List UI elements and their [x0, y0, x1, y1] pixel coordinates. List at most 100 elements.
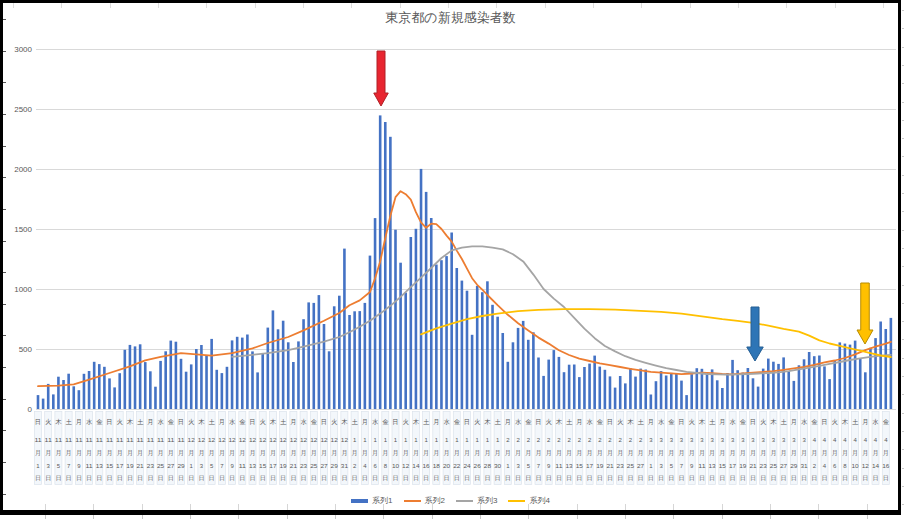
legend-line-swatch	[508, 500, 525, 502]
legend-item-2[interactable]: 系列2	[404, 495, 445, 506]
x-axis-label-char: 12	[280, 437, 288, 443]
chart-title: 東京都の新規感染者数	[0, 9, 901, 27]
cell-border	[287, 504, 288, 510]
x-axis-label-char: 月	[96, 450, 102, 457]
bar	[251, 351, 254, 409]
cell-border	[190, 515, 191, 519]
x-axis-label-char: 12	[402, 463, 410, 469]
cell-border	[577, 504, 578, 510]
x-axis-label-char: 日	[587, 475, 593, 482]
x-axis-label-char: 26	[474, 463, 482, 469]
bar	[410, 237, 413, 409]
cell-border	[770, 504, 771, 510]
x-axis-label-char: 11	[96, 437, 104, 443]
x-axis-label-char: 月	[760, 450, 766, 457]
x-axis-label-char: 日	[393, 475, 399, 482]
x-axis-label-char: 29	[790, 463, 798, 469]
cell-border	[45, 515, 46, 519]
cell-border	[3, 241, 6, 242]
bar	[598, 367, 601, 409]
x-axis-label-char: 日	[842, 475, 848, 482]
x-axis-label-char: 金	[597, 418, 604, 425]
x-axis-label-char: 日	[474, 475, 480, 482]
bar	[629, 368, 632, 409]
x-axis-label-char: 20	[443, 463, 451, 469]
cell-border	[818, 504, 819, 510]
x-axis-label-char: 月	[791, 450, 797, 457]
bar	[665, 376, 668, 410]
x-axis-label-char: 日	[392, 418, 398, 426]
x-axis-label-char: 12	[862, 463, 870, 469]
x-axis-label-char: 月	[873, 450, 879, 457]
x-axis-label-char: 12	[341, 437, 349, 443]
cell-border	[400, 3, 401, 8]
x-axis-label-char: 15	[106, 463, 114, 469]
x-axis-label-char: 12	[300, 437, 308, 443]
bar	[644, 370, 647, 410]
bar	[461, 281, 464, 409]
x-axis-label-char: 木	[484, 418, 491, 425]
x-axis-label-char: 11	[177, 437, 185, 443]
x-axis-label-char: 水	[658, 418, 665, 425]
legend-item-4[interactable]: 系列4	[508, 495, 549, 506]
x-axis-label-char: 土	[208, 418, 215, 425]
bar	[430, 218, 433, 409]
x-axis-label-char: 25	[770, 463, 778, 469]
bar	[272, 310, 275, 409]
bar	[726, 373, 729, 409]
x-axis-label-char: 日	[525, 475, 531, 482]
yellow-arrow[interactable]	[857, 283, 873, 344]
x-axis-label-char: 日	[117, 475, 123, 482]
x-axis-label-char: 日	[495, 475, 501, 482]
bar	[547, 360, 550, 409]
x-axis-label-char: 木	[556, 418, 563, 425]
x-axis-label-char: 21	[606, 463, 614, 469]
legend-item-1[interactable]: 系列1	[351, 495, 392, 506]
x-axis-label-char: 11	[65, 437, 73, 443]
x-axis-label-char: 月	[331, 450, 337, 457]
x-axis-label-char: 18	[433, 463, 441, 469]
bar	[256, 372, 259, 409]
x-axis-label-char: 日	[301, 475, 307, 482]
cell-border	[383, 504, 384, 510]
bar	[164, 351, 167, 409]
x-axis-label-char: 11	[147, 437, 155, 443]
legend-item-3[interactable]: 系列3	[456, 495, 497, 506]
bar	[108, 378, 111, 409]
bar	[844, 344, 847, 409]
cell-border	[45, 504, 46, 510]
x-axis-label-char: 金	[239, 418, 246, 425]
x-axis-label-char: 木	[413, 418, 420, 425]
x-axis-label-char: 月	[86, 450, 92, 457]
x-axis-label-char: 月	[862, 418, 868, 426]
x-axis-label-char: 11	[137, 437, 145, 443]
x-axis-label-char: 日	[239, 475, 245, 482]
cell-border	[818, 515, 819, 519]
x-axis-label-char: 金	[311, 418, 318, 425]
x-axis-label-char: 火	[832, 418, 839, 425]
chart-legend[interactable]: 系列1 系列2 系列3 系列4	[0, 495, 901, 506]
x-axis-label-char: 日	[106, 418, 112, 426]
x-axis-label-char: 日	[45, 475, 51, 482]
x-axis-label-char: 日	[515, 475, 521, 482]
bar	[169, 341, 172, 409]
cell-border	[158, 3, 159, 8]
chart-plot-area[interactable]: 050010001500200025003000日11月1日火11月3日木11月…	[0, 0, 904, 519]
red-arrow[interactable]	[374, 51, 389, 106]
x-axis-label-char: 土	[852, 418, 859, 425]
blue-arrow[interactable]	[747, 307, 764, 361]
x-axis-label-char: 日	[740, 475, 746, 482]
bar	[486, 281, 489, 409]
x-axis-label-char: 12	[229, 437, 237, 443]
x-axis-label-char: 31	[341, 463, 349, 469]
x-axis-label-char: 13	[96, 463, 104, 469]
bar	[292, 362, 295, 409]
x-axis-label-char: 日	[137, 475, 143, 482]
x-axis-label-char: 月	[188, 450, 194, 457]
x-axis-label-char: 13	[566, 463, 574, 469]
bar	[134, 346, 137, 409]
cell-border	[673, 515, 674, 519]
bar	[124, 350, 127, 409]
x-axis-label-char: 日	[341, 475, 347, 482]
x-axis-label-char: 火	[760, 418, 767, 425]
